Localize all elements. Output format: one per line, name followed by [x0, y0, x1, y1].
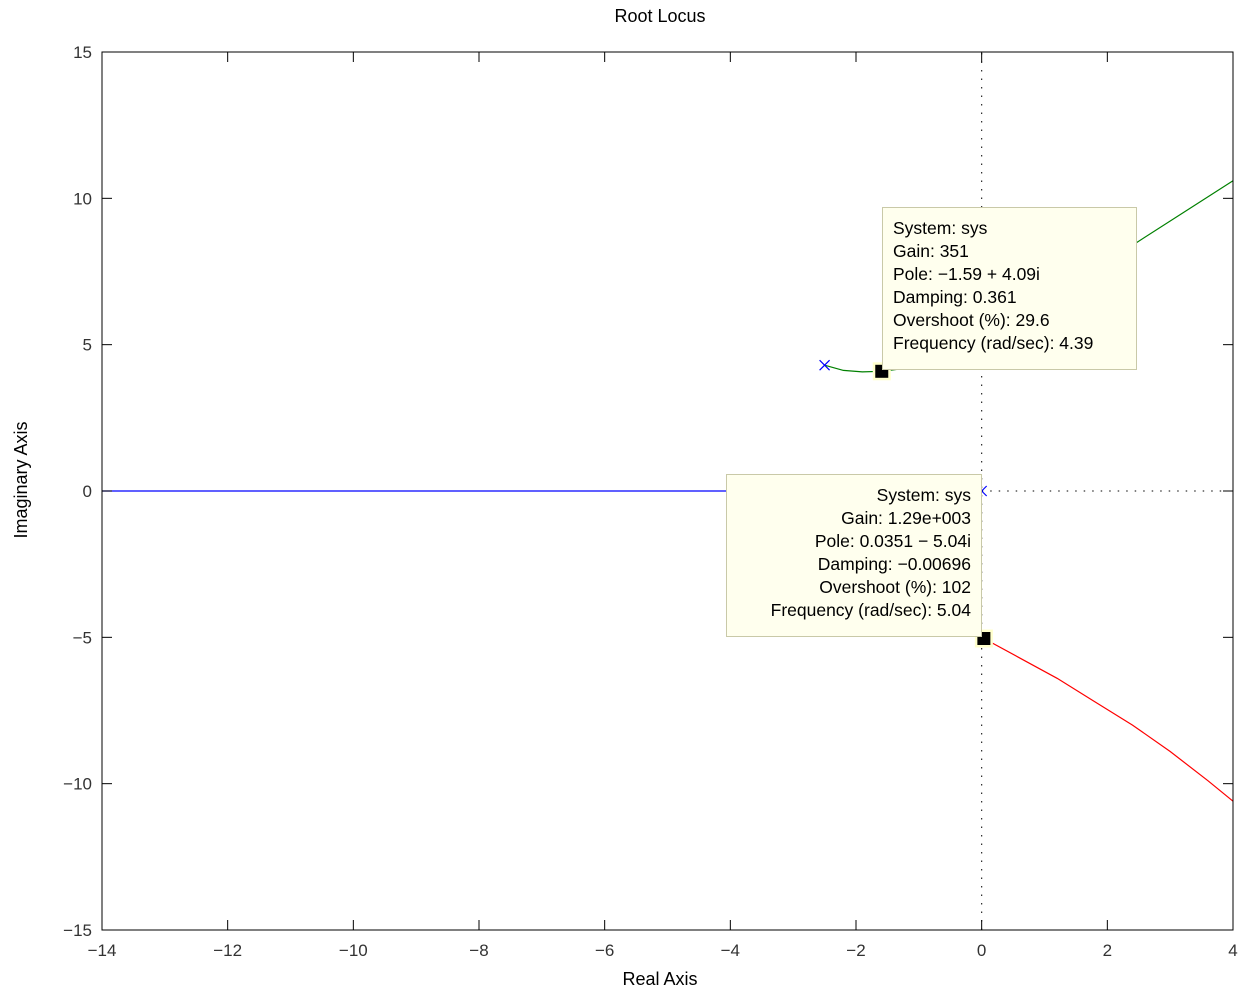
datatip-upper-branch: System: sys Gain: 351 Pole: −1.59 + 4.09… — [882, 207, 1137, 370]
datatip-lower-branch: System: sys Gain: 1.29e+003 Pole: 0.0351… — [726, 474, 982, 637]
axis-ticks — [101, 51, 1234, 931]
x-tick-label: 0 — [977, 941, 986, 960]
x-tick-label: 4 — [1228, 941, 1237, 960]
datatip-overshoot: Overshoot (%): 102 — [819, 577, 971, 597]
x-tick-label: −10 — [339, 941, 368, 960]
x-tick-label: 2 — [1103, 941, 1112, 960]
asymptote-lines — [981, 52, 1233, 930]
y-tick-label: −10 — [63, 775, 92, 794]
x-tick-labels: −14 −12 −10 −8 −6 −4 −2 0 2 4 — [88, 941, 1238, 960]
datatip-damping: Damping: 0.361 — [893, 287, 1017, 307]
datatip-damping: Damping: −0.00696 — [817, 554, 971, 574]
chart-title: Root Locus — [614, 6, 705, 26]
y-tick-label: −5 — [73, 628, 92, 647]
x-tick-label: −8 — [469, 941, 488, 960]
datatip-pole: Pole: −1.59 + 4.09i — [893, 264, 1040, 284]
x-tick-label: −6 — [595, 941, 614, 960]
x-tick-label: −14 — [88, 941, 117, 960]
pole-marker-0 — [819, 359, 831, 371]
y-tick-label: −15 — [63, 921, 92, 940]
y-tick-label: 15 — [73, 43, 92, 62]
y-tick-label: 0 — [83, 482, 92, 501]
datatip-system: System: sys — [893, 218, 988, 238]
datatip-frequency: Frequency (rad/sec): 5.04 — [770, 600, 971, 620]
x-axis-title: Real Axis — [622, 969, 697, 989]
datatip-frequency: Frequency (rad/sec): 4.39 — [893, 333, 1094, 353]
y-tick-label: 10 — [73, 189, 92, 208]
locus-branch-2 — [983, 637, 1234, 802]
datatip-overshoot: Overshoot (%): 29.6 — [893, 310, 1050, 330]
datatip-system: System: sys — [876, 485, 971, 505]
x-tick-label: −4 — [721, 941, 740, 960]
y-axis-title: Imaginary Axis — [11, 421, 31, 538]
y-tick-label: 5 — [83, 336, 92, 355]
x-tick-label: −12 — [213, 941, 242, 960]
datatip-gain: Gain: 351 — [893, 241, 969, 261]
datatip-gain: Gain: 1.29e+003 — [841, 508, 971, 528]
datatip-pole: Pole: 0.0351 − 5.04i — [814, 531, 971, 551]
x-tick-label: −2 — [846, 941, 865, 960]
y-tick-labels: −15 −10 −5 0 5 10 15 — [63, 43, 92, 940]
